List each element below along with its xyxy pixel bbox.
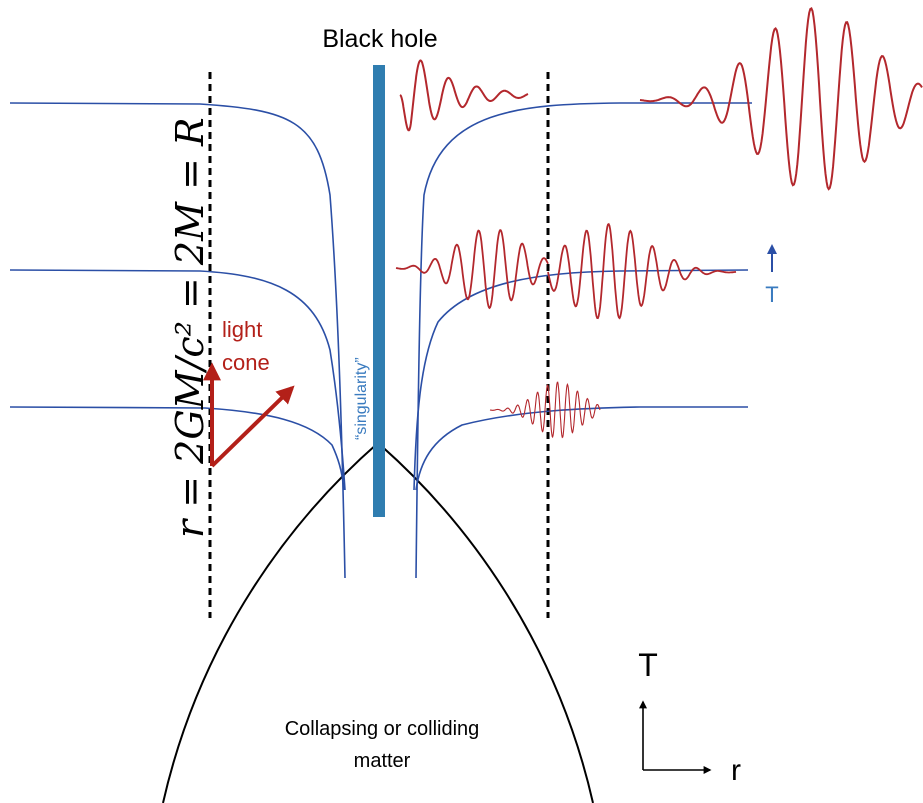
light-cone-label-line2: cone xyxy=(222,350,270,375)
gravitational-waves xyxy=(395,6,923,439)
light-cone-diagonal-arrow xyxy=(210,385,295,468)
axis-t-label: T xyxy=(638,647,658,683)
matter-label-line1: Collapsing or colliding xyxy=(285,718,480,740)
singularity-bar xyxy=(373,65,385,517)
wave-top-outer xyxy=(639,6,923,191)
slice-middle-right xyxy=(413,269,749,491)
wave-top-inner xyxy=(399,59,529,132)
light-cone-label-line1: light xyxy=(222,317,262,342)
black-hole-label: Black hole xyxy=(322,25,437,53)
slice-bottom-right xyxy=(415,406,748,491)
slice-bottom-left xyxy=(9,406,345,491)
slice-middle-left xyxy=(9,269,346,491)
time-slices xyxy=(9,102,752,579)
singularity-label: “singularity” xyxy=(353,357,370,440)
wave-bottom xyxy=(489,381,601,439)
time-arrow-label: T xyxy=(765,282,778,307)
wave-middle-outer xyxy=(547,222,737,320)
slice-top-right xyxy=(415,102,752,579)
axis-r-label: r xyxy=(731,754,741,787)
horizon-equation-label: r = 2GM/c² = 2M = R xyxy=(168,117,212,538)
matter-label-line2: matter xyxy=(354,750,411,772)
wave-middle-inner xyxy=(395,229,549,310)
